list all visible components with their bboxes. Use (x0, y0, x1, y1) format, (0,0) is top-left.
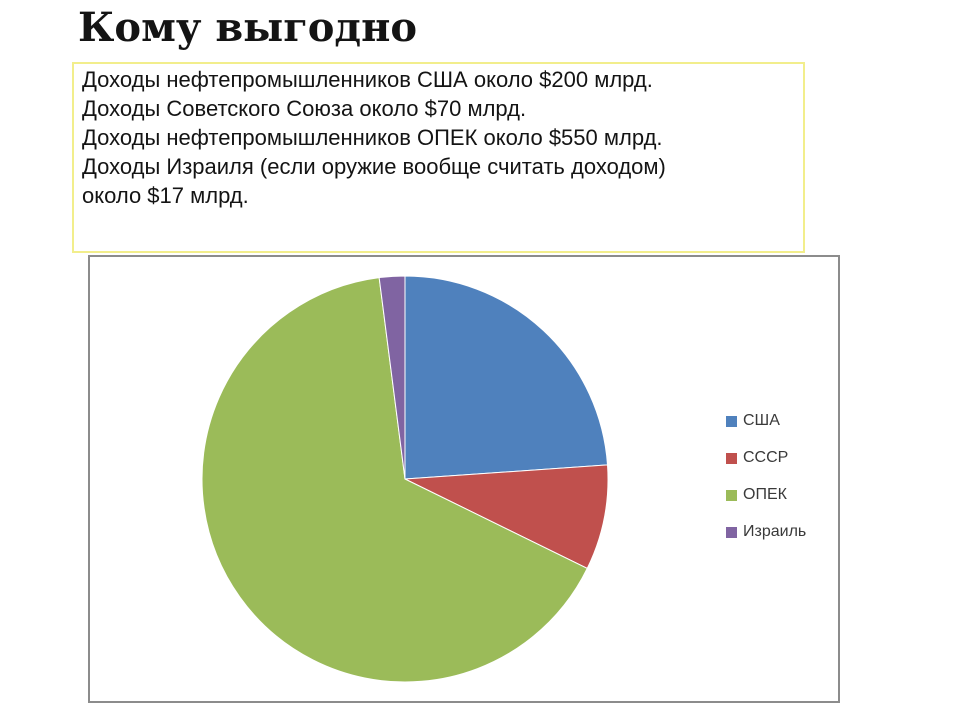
chart-legend: США СССР ОПЕК Израиль (726, 412, 806, 541)
legend-item-opec: ОПЕК (726, 486, 806, 504)
legend-label: Израиль (743, 523, 807, 540)
legend-item-ussr: СССР (726, 449, 806, 467)
note-line-5: около $17 млрд. (82, 183, 249, 208)
legend-label: ОПЕК (743, 486, 787, 503)
pie-slice-1 (403, 464, 609, 570)
note-box: Доходы нефтепромышленников США около $20… (72, 62, 805, 253)
pie-chart (201, 275, 609, 683)
pie-slice-2 (201, 277, 588, 683)
note-line-4: Доходы Израиля (если оружие вообще счита… (82, 154, 666, 179)
legend-swatch-icon (726, 415, 737, 427)
page-title: Кому выгодно (78, 4, 418, 51)
pie-slice-0 (404, 275, 609, 480)
legend-swatch-icon (726, 526, 737, 538)
legend-item-israel: Израиль (726, 523, 806, 541)
chart-frame: США СССР ОПЕК Израиль (88, 255, 840, 703)
legend-swatch-icon (726, 452, 737, 464)
note-line-3: Доходы нефтепромышленников ОПЕК около $5… (82, 125, 663, 150)
legend-item-usa: США (726, 412, 806, 430)
note-line-1: Доходы нефтепромышленников США около $20… (82, 67, 653, 92)
legend-swatch-icon (726, 489, 737, 501)
pie-slice-3 (378, 275, 406, 480)
legend-label: СССР (743, 449, 789, 466)
legend-label: США (743, 412, 780, 429)
note-line-2: Доходы Советского Союза около $70 млрд. (82, 96, 527, 121)
